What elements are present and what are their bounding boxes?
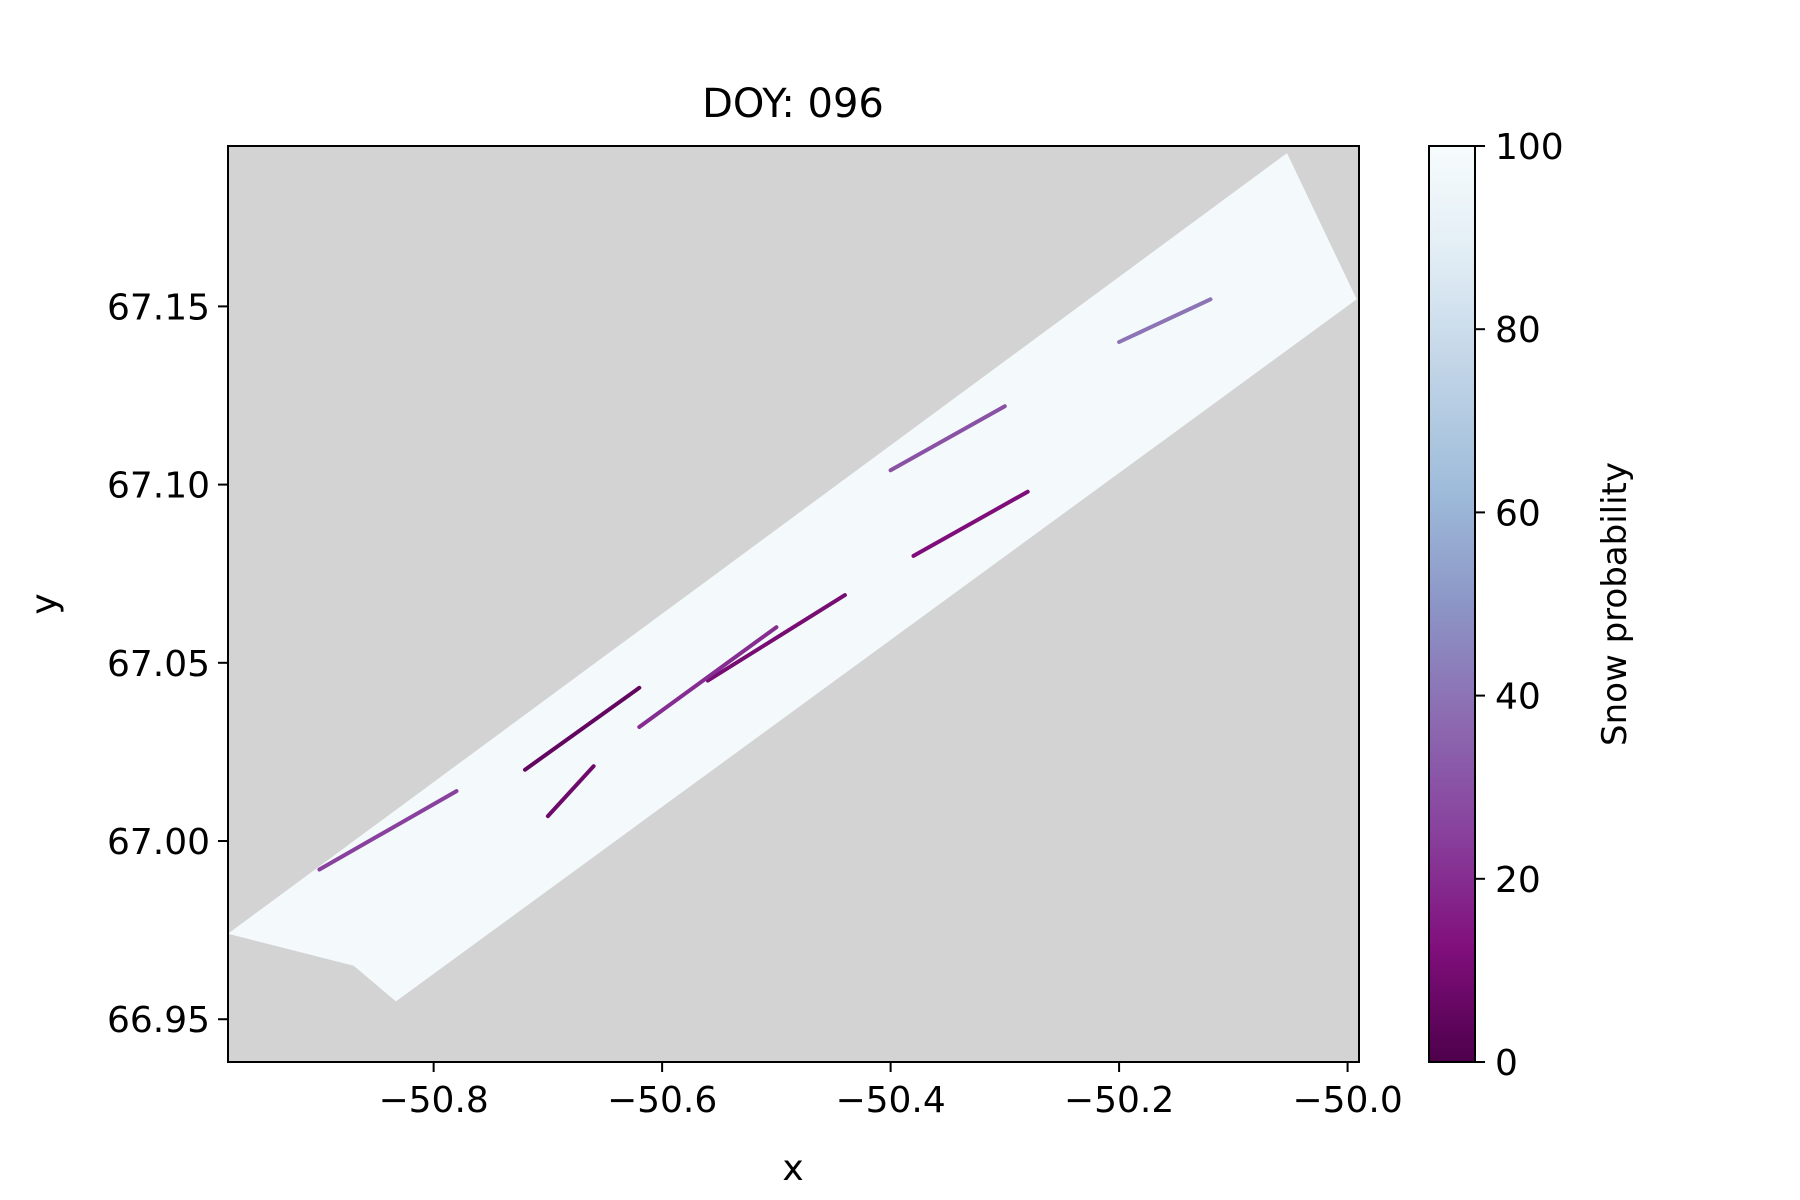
colorbar-ticks: 0 20 40 60 80 100 <box>1475 127 1564 1084</box>
y-tick-label: 66.95 <box>107 1000 210 1041</box>
low-snow-streak <box>911 489 1030 558</box>
colorbar: 0 20 40 60 80 100 Snow probability <box>1428 127 1635 1084</box>
x-axis: −50.8 −50.6 −50.4 −50.2 −50.0 <box>378 1062 1403 1121</box>
colorbar-label: Snow probability <box>1595 462 1635 746</box>
colorbar-tick-label: 100 <box>1495 127 1564 168</box>
low-snow-streak <box>523 685 642 772</box>
low-snow-streak <box>545 764 596 819</box>
chart-title: DOY: 096 <box>702 81 884 127</box>
axes-frame <box>227 145 1360 1063</box>
y-tick-label: 67.15 <box>107 287 210 328</box>
colorbar-tick-label: 80 <box>1495 310 1541 351</box>
colorbar-tick-label: 0 <box>1495 1043 1518 1084</box>
snow-swath <box>228 153 1357 1002</box>
x-tick-label: −50.8 <box>378 1080 488 1121</box>
y-axis-label: y <box>24 593 65 614</box>
x-tick-label: −50.4 <box>835 1080 945 1121</box>
y-tick-label: 67.00 <box>107 822 210 863</box>
plot-area: −50.8 −50.6 −50.4 −50.2 −50.0 66.95 67.00 67.0… <box>107 145 1403 1121</box>
colorbar-gradient <box>1429 146 1475 1062</box>
x-tick-label: −50.6 <box>607 1080 717 1121</box>
colorbar-tick-label: 40 <box>1495 677 1541 718</box>
x-axis-label: x <box>782 1148 803 1189</box>
colorbar-frame <box>1428 145 1476 1063</box>
colorbar-tick-label: 60 <box>1495 493 1541 534</box>
low-snow-streak <box>888 404 1007 473</box>
x-tick-label: −50.2 <box>1064 1080 1174 1121</box>
low-snow-streak <box>637 625 779 729</box>
x-tick-label: −50.0 <box>1292 1080 1402 1121</box>
low-snow-streak <box>1117 297 1213 344</box>
y-tick-label: 67.10 <box>107 466 210 507</box>
y-tick-label: 67.05 <box>107 644 210 685</box>
low-snow-streak <box>317 789 459 872</box>
low-snow-streak <box>705 593 847 683</box>
y-axis: 66.95 67.00 67.05 67.10 67.15 <box>107 287 228 1041</box>
colorbar-tick-label: 20 <box>1495 860 1541 901</box>
snow-swath-layer <box>228 153 1357 1002</box>
